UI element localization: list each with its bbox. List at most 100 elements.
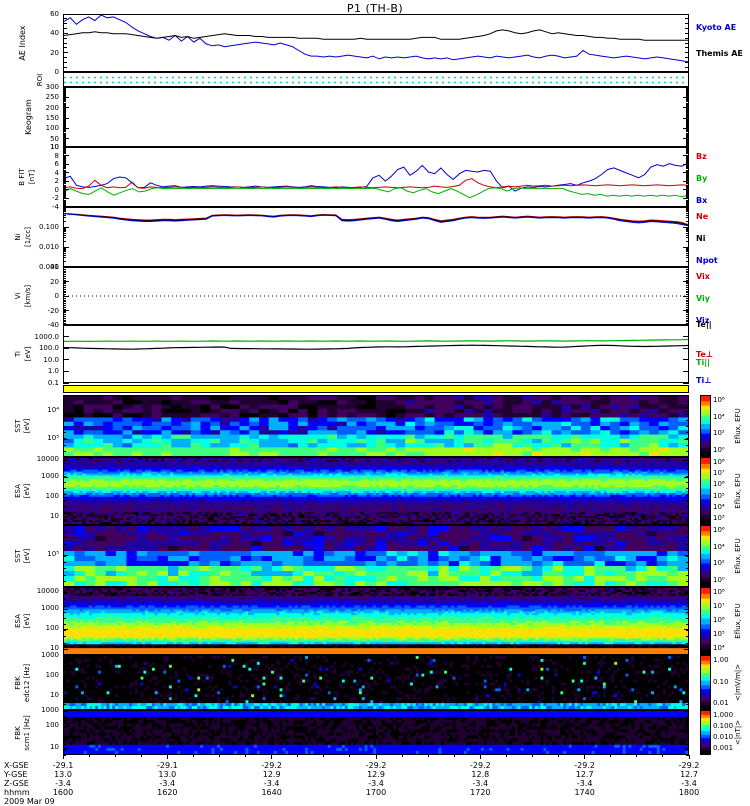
axis-tick-minor: [686, 463, 689, 464]
time-axis-value: -29.2: [567, 761, 603, 770]
axis-y-label: Keogram: [25, 87, 32, 147]
axis-tick-minor: [63, 612, 66, 613]
time-axis-tick-minor: [376, 755, 377, 757]
time-axis-value: -3.4: [567, 779, 603, 788]
trace-legend-label: Kyoto AE: [696, 24, 736, 32]
axis-tick-minor: [63, 733, 66, 734]
axis-tick-label: 0: [33, 187, 59, 194]
colorbar-tick-label: 0.100: [713, 723, 733, 730]
axis-tick-minor: [686, 251, 689, 252]
time-axis-value: -3.4: [149, 779, 185, 788]
time-axis-value: 12.9: [358, 770, 394, 779]
axis-y-label: FBK: [15, 710, 22, 755]
axis-y-label: ESA: [15, 587, 22, 655]
axis-tick-minor: [63, 249, 66, 250]
time-axis-tick-minor: [323, 755, 324, 757]
axis-tick-minor: [686, 716, 689, 717]
axis-tick: [685, 23, 689, 24]
axis-tick-label: 300: [31, 84, 59, 91]
axis-tick-minor: [63, 261, 66, 262]
axis-tick-minor: [686, 513, 689, 514]
axis-tick: [63, 696, 68, 697]
axis-tick-minor: [686, 704, 689, 705]
b-fit-traces: [64, 148, 688, 206]
time-axis-tick-minor: [428, 755, 429, 757]
axis-tick-label: 10: [27, 744, 59, 751]
axis-tick-minor: [63, 562, 66, 563]
axis-tick-minor: [686, 457, 689, 458]
time-axis-value: -29.2: [462, 761, 498, 770]
axis-tick-label: 2: [33, 178, 59, 185]
time-axis-tick-minor: [141, 755, 142, 757]
axis-tick-minor: [686, 562, 689, 563]
axis-tick-minor: [63, 469, 66, 470]
axis-y-label: [km/s]: [25, 267, 32, 325]
time-axis-value: 1720: [462, 788, 498, 797]
axis-tick-minor: [686, 494, 689, 495]
time-axis-row-name: Z-GSE: [4, 779, 29, 788]
colorbar-tick-label: 10⁶: [713, 617, 725, 624]
colorbar-label-sst-electron: Eflux, EFU: [735, 395, 742, 457]
axis-tick-minor: [63, 606, 66, 607]
axis-y-label: [nT]: [29, 147, 36, 207]
axis-tick-minor: [63, 575, 66, 576]
axis-tick-minor: [686, 618, 689, 619]
axis-tick-minor: [686, 525, 689, 526]
axis-tick-minor: [686, 599, 689, 600]
axis-tick-minor: [686, 686, 689, 687]
axis-tick: [63, 14, 67, 15]
axis-tick-minor: [686, 738, 689, 739]
axis-tick-minor: [63, 686, 66, 687]
time-axis-value: 13.0: [45, 770, 81, 779]
panel-ae-index: [63, 14, 689, 72]
axis-tick-label: 10⁴: [27, 407, 59, 414]
axis-tick: [683, 359, 689, 360]
time-axis-row-name: Y-GSE: [4, 770, 27, 779]
colorbar-label-esa-electron: Eflux, EFU: [735, 457, 742, 525]
time-axis-tick-minor: [689, 755, 690, 757]
time-axis-tick-minor: [89, 755, 90, 757]
time-axis-tick-minor: [610, 755, 611, 757]
colorbar-fbk-edc12: [700, 655, 711, 710]
colorbar-fbk-scm1: [700, 710, 711, 755]
axis-y-label: Ti: [15, 325, 22, 383]
colorbar-tick-label: 10⁴: [713, 414, 725, 421]
axis-tick-minor: [686, 500, 689, 501]
axis-tick-minor: [686, 749, 689, 750]
axis-tick-minor: [63, 457, 66, 458]
axis-tick: [63, 676, 68, 677]
panel-fbk-scm1: [63, 710, 689, 755]
axis-tick-label: -40: [33, 322, 59, 329]
fbk-edc12-image: [64, 656, 688, 709]
time-axis-tick-minor: [63, 755, 64, 757]
axis-tick: [63, 67, 67, 68]
axis-tick-minor: [686, 451, 689, 452]
axis-tick-minor: [63, 221, 66, 222]
axis-tick-label: -20: [33, 308, 59, 315]
axis-tick-minor: [63, 513, 66, 514]
axis-tick-minor: [686, 250, 689, 251]
trace-legend-label: Npot: [696, 257, 718, 265]
time-axis-tick-minor: [454, 755, 455, 757]
axis-tick-label: 100: [27, 493, 59, 500]
colorbar-label-fbk-edc12: <|mV/m|>: [735, 655, 742, 710]
colorbar-tick-label: 10⁰: [713, 577, 725, 584]
axis-tick-minor: [686, 537, 689, 538]
axis-tick-minor: [63, 463, 66, 464]
axis-tick-minor: [63, 618, 66, 619]
ti-traces: [64, 326, 688, 382]
axis-tick-minor: [686, 488, 689, 489]
sst-electron-image: [64, 396, 688, 456]
time-axis-value: 1640: [254, 788, 290, 797]
time-axis-value: 1800: [671, 788, 707, 797]
axis-tick-minor: [63, 253, 66, 254]
axis-tick-minor: [63, 500, 66, 501]
axis-tick-minor: [686, 213, 689, 214]
axis-y-label: AE Index: [19, 14, 26, 72]
axis-tick-minor: [63, 649, 66, 650]
time-axis-value: -29.2: [671, 761, 707, 770]
axis-y-label: ESA: [15, 457, 22, 525]
esa-ion-image: [64, 588, 688, 654]
axis-tick-minor: [686, 253, 689, 254]
axis-tick-minor: [63, 229, 66, 230]
